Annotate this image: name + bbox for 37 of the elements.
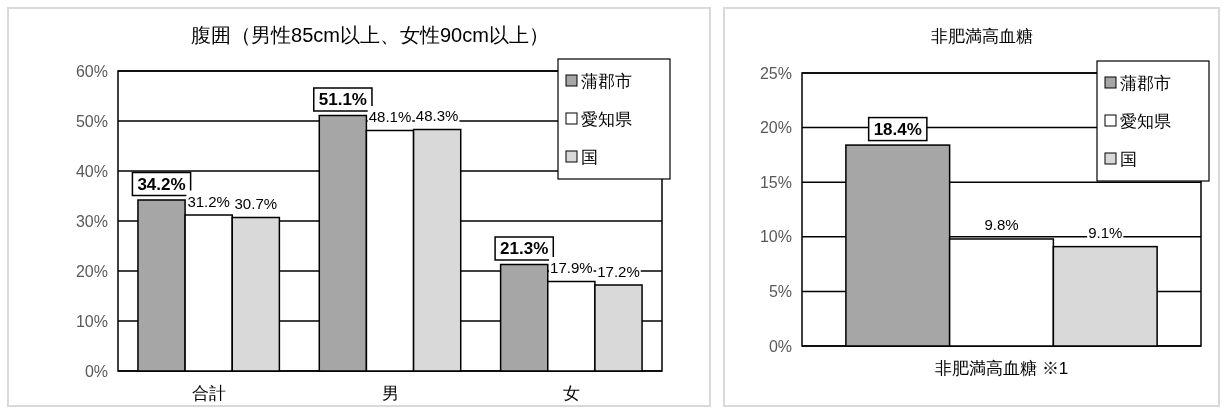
- y-tick-label: 0%: [768, 337, 792, 355]
- y-tick-label: 0%: [84, 362, 108, 380]
- chart-title: 非肥満高血糖: [930, 27, 1033, 46]
- data-label: 17.2%: [597, 262, 640, 280]
- legend-label: 国: [581, 147, 598, 167]
- y-tick-label: 30%: [75, 212, 108, 230]
- y-tick-label: 50%: [75, 112, 108, 130]
- y-tick-label: 5%: [768, 282, 792, 300]
- legend-label: 蒲郡市: [1120, 73, 1171, 93]
- y-tick-label: 40%: [75, 162, 108, 180]
- x-tick-label: 女: [562, 384, 580, 403]
- y-tick-label: 25%: [759, 64, 792, 82]
- y-tick-label: 20%: [75, 262, 108, 280]
- legend-label: 国: [1120, 149, 1137, 169]
- legend-label: 愛知県: [581, 109, 632, 129]
- y-tick-label: 10%: [75, 312, 108, 330]
- data-label: 30.7%: [234, 195, 278, 212]
- legend-label: 愛知県: [1120, 111, 1171, 131]
- x-tick-label: 非肥満高血糖 ※1: [934, 359, 1069, 378]
- data-label: 31.2%: [187, 192, 230, 210]
- data-label: 48.1%: [368, 108, 412, 125]
- y-tick-label: 15%: [759, 173, 792, 191]
- y-tick-label: 10%: [759, 228, 792, 246]
- data-label: 51.1%: [318, 90, 367, 109]
- y-tick-label: 60%: [75, 62, 108, 80]
- data-label: 21.3%: [500, 239, 549, 258]
- data-label: 9.1%: [1088, 224, 1123, 242]
- data-label: 9.8%: [984, 216, 1019, 234]
- data-label: 18.4%: [873, 119, 922, 139]
- data-label: 17.9%: [550, 259, 593, 276]
- data-label: 34.2%: [137, 174, 186, 194]
- x-tick-label: 合計: [191, 384, 226, 403]
- x-tick-label: 男: [381, 384, 399, 403]
- legend-label: 蒲郡市: [581, 71, 632, 91]
- chart-title: 腹囲（男性85cm以上、女性90cm以上）: [191, 24, 549, 46]
- data-label: 48.3%: [415, 107, 459, 124]
- y-tick-label: 20%: [759, 119, 792, 137]
